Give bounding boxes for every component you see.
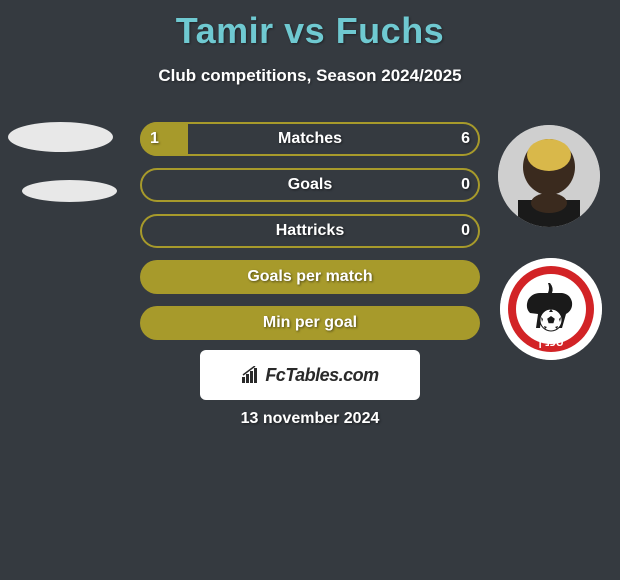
brand-badge: FcTables.com [200, 350, 420, 400]
chart-icon [241, 366, 261, 384]
team-right-logo: סכנין [500, 258, 602, 360]
player-right-avatar [498, 125, 600, 227]
stats-bars: 1 Matches 6 Goals 0 Hattricks 0 Goals pe… [140, 122, 480, 352]
team-left-logo-placeholder [22, 180, 117, 202]
page-title: Tamir vs Fuchs [0, 0, 620, 52]
brand-text: FcTables.com [265, 365, 378, 386]
stat-label: Min per goal [140, 306, 480, 340]
stat-right-value: 0 [461, 214, 470, 248]
svg-text:סכנין: סכנין [538, 337, 563, 349]
stat-row: Min per goal [140, 306, 480, 340]
stat-row: Goals 0 [140, 168, 480, 202]
date-text: 13 november 2024 [0, 410, 620, 428]
stat-label: Matches [140, 122, 480, 156]
subtitle: Club competitions, Season 2024/2025 [0, 66, 620, 86]
stat-row: Goals per match [140, 260, 480, 294]
stat-right-value: 0 [461, 168, 470, 202]
stat-right-value: 6 [461, 122, 470, 156]
player-left-avatar-placeholder [8, 122, 113, 152]
stat-label: Goals per match [140, 260, 480, 294]
stat-label: Hattricks [140, 214, 480, 248]
stat-label: Goals [140, 168, 480, 202]
stat-row: 1 Matches 6 [140, 122, 480, 156]
stat-row: Hattricks 0 [140, 214, 480, 248]
